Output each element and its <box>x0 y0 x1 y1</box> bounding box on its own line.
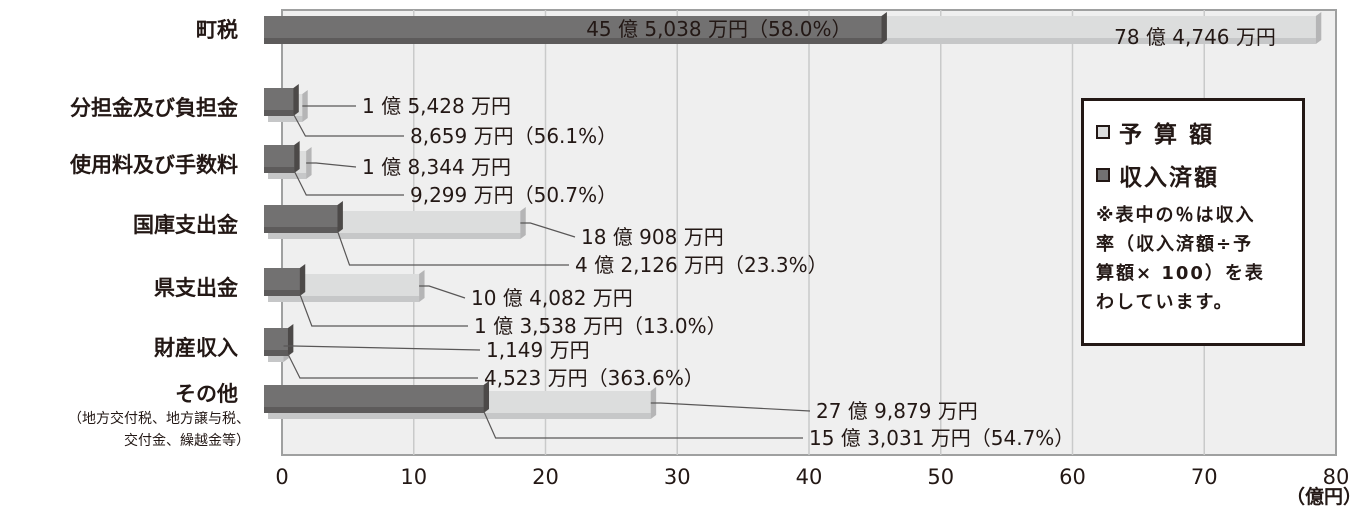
budget-value-label: 18 億 908 万円 <box>581 225 724 249</box>
legend-note-line: わしています。 <box>1096 292 1234 313</box>
x-tick-label: 30 <box>664 465 691 489</box>
legend-label-received: 収入済額 <box>1119 165 1219 191</box>
x-tick-label: 70 <box>1191 465 1218 489</box>
received-leader-line <box>483 410 803 439</box>
received-bar <box>264 324 294 356</box>
category-label: その他 <box>175 382 238 406</box>
budget-value-label: 1 億 8,344 万円 <box>362 155 511 179</box>
x-tick-label: 60 <box>1059 465 1086 489</box>
received-bar <box>264 201 343 233</box>
category-label: 分担金及び負担金 <box>70 96 239 120</box>
x-tick-label: 10 <box>400 465 427 489</box>
category-note-line: （地方交付税、地方譲与税、 <box>68 410 250 427</box>
received-bar <box>264 84 299 116</box>
category-label: 県支出金 <box>154 276 239 300</box>
legend-label-budget: 予 算 額 <box>1119 122 1215 148</box>
legend-note-line: 算額× 100）を表 <box>1096 263 1265 284</box>
received-leader-line <box>293 170 404 196</box>
x-axis-ticks: 0 10 20 30 40 50 60 70 80 <box>275 465 1349 489</box>
received-value-label: 45 億 5,038 万円（58.0%） <box>586 17 851 41</box>
x-tick-label: 80 <box>1323 465 1350 489</box>
received-value-label: 4 億 2,126 万円（23.3%） <box>575 253 828 277</box>
category-note-line: 交付金、繰越金等） <box>124 432 250 449</box>
legend-note-line: ※表中の％は収入 <box>1096 205 1256 226</box>
legend-note: ※表中の％は収入 率（収入済額÷予 算額× 100）を表 わしています。 <box>1096 201 1292 317</box>
budget-leader-line <box>306 162 357 168</box>
received-bar <box>264 264 306 296</box>
legend-swatch-received <box>1096 168 1110 182</box>
received-value-label: 1 億 3,538 万円（13.0%） <box>474 314 727 338</box>
budget-leader-line <box>650 402 811 412</box>
bars: 45 億 5,038 万円（58.0%） 78 億 4,746 万円 1 億 5,4… <box>264 12 1322 450</box>
x-tick-label: 40 <box>796 465 823 489</box>
received-value-label: 9,299 万円（50.7%） <box>410 183 617 207</box>
category-label: 財産収入 <box>154 336 238 360</box>
category-label: 町税 <box>196 18 238 42</box>
received-leader-line <box>292 113 404 137</box>
legend-note-line: 率（収入済額÷予 <box>1096 234 1254 255</box>
budget-value-label: 78 億 4,746 万円 <box>1114 25 1276 49</box>
x-tick-label: 50 <box>927 465 954 489</box>
x-tick-label: 0 <box>275 465 288 489</box>
x-tick-label: 20 <box>532 465 559 489</box>
budget-value-label: 1 億 5,428 万円 <box>362 94 511 118</box>
legend: 予 算 額 収入済額 ※表中の％は収入 率（収入済額÷予 算額× 100）を表 … <box>1081 98 1305 346</box>
received-bar <box>264 12 887 44</box>
budget-value-label: 1,149 万円 <box>486 338 590 362</box>
received-bar <box>264 381 490 413</box>
received-value-label: 15 億 3,031 万円（54.7%） <box>809 426 1074 450</box>
x-axis-unit-label: （億円） <box>1286 485 1362 508</box>
legend-item-received: 収入済額 <box>1096 158 1292 192</box>
budget-value-label: 10 億 4,082 万円 <box>471 286 633 310</box>
received-value-label: 4,523 万円（363.6%） <box>484 366 704 390</box>
received-value-label: 8,659 万円（56.1%） <box>410 124 617 148</box>
received-leader-line <box>336 230 569 266</box>
budget-leader-line <box>520 222 576 238</box>
received-leader-line <box>299 293 468 327</box>
received-leader-line <box>287 353 478 379</box>
budget-leader-line <box>419 285 466 299</box>
category-label: 使用料及び手数料 <box>69 153 238 177</box>
budget-value-label: 27 億 9,879 万円 <box>816 399 978 423</box>
legend-swatch-budget <box>1096 125 1110 139</box>
received-bar <box>264 141 300 173</box>
budget-leader-line <box>283 345 481 351</box>
legend-item-budget: 予 算 額 <box>1096 115 1292 149</box>
category-label: 国庫支出金 <box>133 213 239 237</box>
